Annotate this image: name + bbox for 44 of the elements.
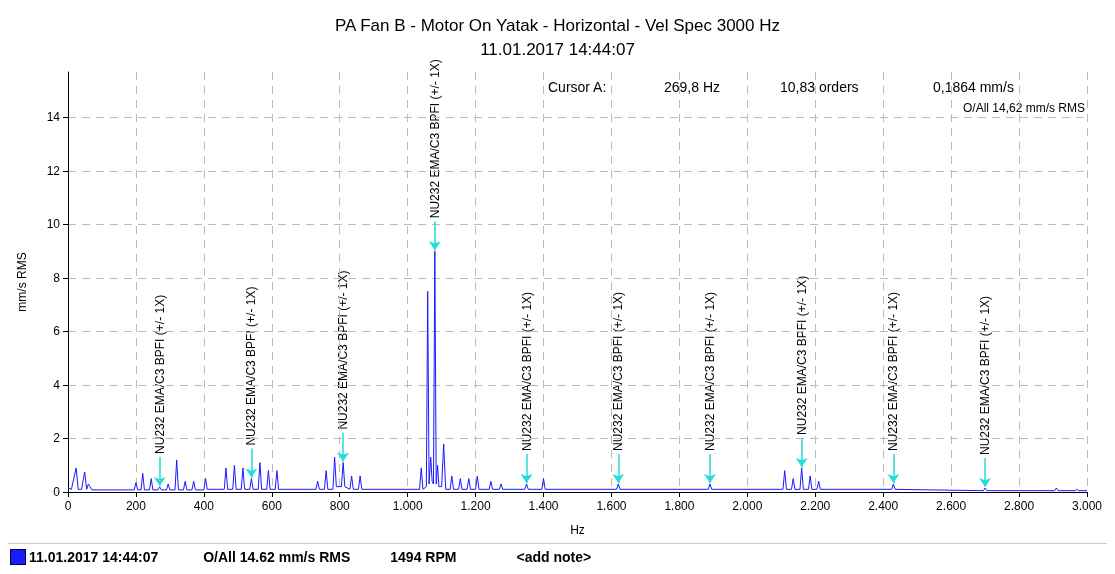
x-tick-label: 200	[125, 499, 147, 513]
x-tick-label: 2.600	[936, 499, 967, 513]
text: 11.01.2017 14:44:07	[29, 549, 159, 565]
x-tick-label: 800	[329, 499, 351, 513]
x-axis-title: Hz	[570, 523, 585, 537]
x-tick-label: 1.600	[596, 499, 627, 513]
text: O/All 14.62 mm/s RMS	[203, 549, 351, 565]
y-tick-label: 12	[46, 163, 61, 178]
annotation: O/All 14,62 mm/s RMS	[962, 101, 1085, 115]
chart-title: PA Fan B - Motor On Yatak - Horizontal - Vel Spec 3000 Hz	[334, 16, 781, 35]
annotation: Cursor A:	[548, 79, 607, 95]
annotation: NU232 EMA/C3 BPFI (+/- 1X)	[519, 291, 534, 451]
text: <add note>	[516, 549, 592, 565]
x-tick-label: 2.200	[800, 499, 831, 513]
annotation: 269,8 Hz	[664, 79, 721, 95]
x-tick-label: 1.400	[528, 499, 559, 513]
y-tick-label: 6	[53, 324, 61, 339]
x-tick-label: 3.000	[1071, 499, 1103, 513]
chart-subtitle: 11.01.2017 14:44:07	[480, 40, 635, 59]
y-tick-label: 10	[46, 217, 61, 232]
y-tick-label: 4	[53, 377, 61, 392]
y-tick-label: 0	[53, 485, 61, 499]
annotation: NU232 EMA/C3 BPFI (+/- 1X)	[886, 291, 901, 451]
x-tick-label: 600	[261, 499, 283, 513]
y-axis-title: mm/s RMS	[15, 252, 29, 312]
x-tick-label: 2.000	[732, 499, 763, 513]
annotation: NU232 EMA/C3 BPFI (+/- 1X)	[702, 291, 717, 451]
x-tick-label: 1.200	[460, 499, 491, 513]
x-tick-label: 2.400	[868, 499, 899, 513]
annotation: 0,1864 mm/s	[933, 79, 1014, 95]
text: 1494 RPM	[390, 549, 457, 565]
y-tick-label: 2	[53, 431, 61, 446]
x-tick-label: 1.000	[392, 499, 424, 513]
x-tick-label: 400	[193, 499, 215, 513]
annotation: NU232 EMA/C3 BPFI (+/- 1X)	[978, 295, 993, 455]
annotation: NU232 EMA/C3 BPFI (+/- 1X)	[427, 59, 442, 219]
y-tick-label: 8	[53, 270, 61, 285]
annotation: NU232 EMA/C3 BPFI (+/- 1X)	[152, 294, 167, 454]
x-tick-label: 0	[64, 499, 72, 513]
annotation: 10,83 orders	[780, 79, 859, 95]
x-tick-label: 2.800	[1004, 499, 1035, 513]
annotation: NU232 EMA/C3 BPFI (+/- 1X)	[611, 291, 626, 451]
y-tick-label: 14	[46, 110, 61, 125]
x-tick-label: 1.800	[664, 499, 695, 513]
